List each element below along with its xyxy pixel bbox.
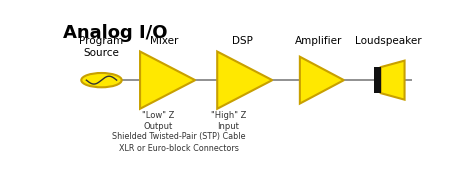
- Text: Amplifier: Amplifier: [294, 36, 342, 46]
- Text: Shielded Twisted-Pair (STP) Cable
XLR or Euro-block Connectors: Shielded Twisted-Pair (STP) Cable XLR or…: [112, 132, 246, 153]
- Polygon shape: [381, 61, 405, 100]
- Text: Analog I/O: Analog I/O: [63, 24, 167, 42]
- Text: Mixer: Mixer: [150, 36, 178, 46]
- Text: DSP: DSP: [232, 36, 254, 46]
- Polygon shape: [217, 52, 272, 109]
- Text: Program
Source: Program Source: [80, 36, 124, 58]
- Polygon shape: [300, 57, 344, 104]
- Bar: [374, 67, 381, 93]
- Circle shape: [82, 73, 122, 87]
- Polygon shape: [140, 52, 195, 109]
- Text: "Low" Z
Output: "Low" Z Output: [142, 111, 174, 131]
- Text: Loudspeaker: Loudspeaker: [355, 36, 421, 46]
- Text: "High" Z
Input: "High" Z Input: [210, 111, 246, 131]
